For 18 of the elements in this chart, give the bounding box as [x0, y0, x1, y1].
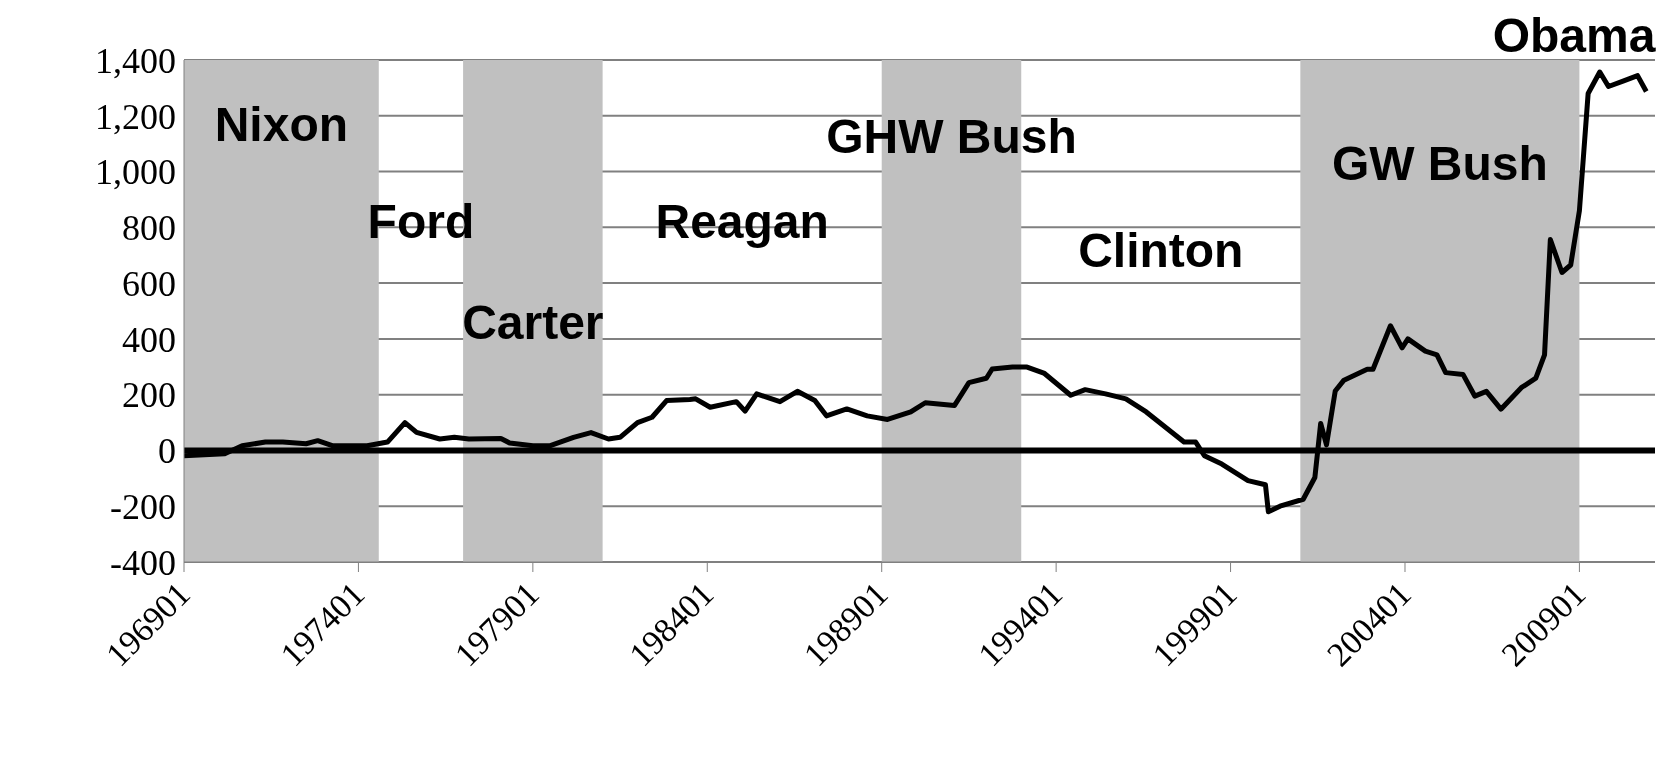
y-tick-label: 600: [122, 263, 176, 304]
annotation: Obama: [1492, 9, 1656, 62]
y-tick-label: 1,200: [95, 96, 176, 137]
annotation: Clinton: [1078, 224, 1244, 277]
y-tick-label: 400: [122, 319, 176, 360]
y-tick-label: 200: [122, 375, 176, 416]
band-label: Nixon: [214, 98, 349, 151]
band-label: Carter: [462, 296, 604, 349]
y-tick-label: 1,400: [95, 40, 176, 81]
y-tick-label: 1,000: [95, 152, 176, 193]
band-label: GW Bush: [1331, 137, 1548, 190]
band-label: GHW Bush: [826, 110, 1077, 163]
annotation: Ford: [367, 195, 475, 248]
y-tick-label: 0: [158, 431, 176, 472]
annotation: Reagan: [655, 195, 829, 248]
y-tick-label: 800: [122, 208, 176, 249]
y-tick-label: -400: [110, 542, 176, 583]
y-tick-label: -200: [110, 487, 176, 527]
